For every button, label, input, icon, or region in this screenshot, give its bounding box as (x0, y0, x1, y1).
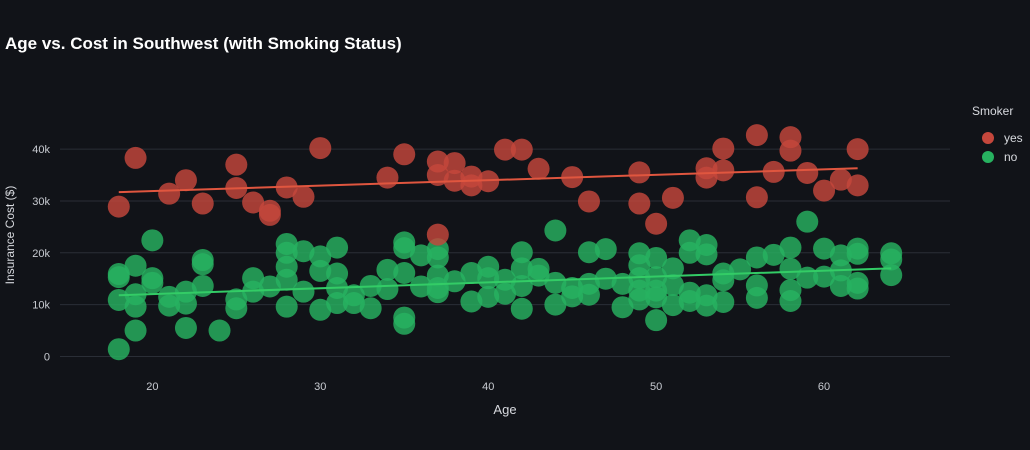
data-point-no (779, 237, 801, 259)
data-point-no (847, 243, 869, 265)
legend-item-no[interactable]: no (972, 147, 1023, 166)
data-point-yes (628, 161, 650, 183)
legend-marker-no (982, 151, 994, 163)
data-point-yes (847, 138, 869, 160)
x-tick-label: 20 (146, 381, 158, 393)
data-point-no (847, 278, 869, 300)
data-point-yes (393, 143, 415, 165)
legend: Smoker yes no (972, 104, 1023, 166)
data-point-yes (578, 190, 600, 212)
data-point-yes (662, 187, 684, 209)
data-point-yes (645, 213, 667, 235)
data-point-yes (292, 186, 314, 208)
data-point-yes (427, 224, 449, 246)
data-point-yes (125, 147, 147, 169)
data-point-yes (847, 174, 869, 196)
data-point-yes (528, 158, 550, 180)
data-point-no (225, 297, 247, 319)
data-point-no (175, 317, 197, 339)
data-point-no (276, 296, 298, 318)
data-point-yes (225, 154, 247, 176)
y-axis-title: Insurance Cost ($) (3, 186, 17, 285)
data-point-no (141, 229, 163, 251)
data-point-no (326, 237, 348, 259)
y-tick-label: 20k (32, 248, 50, 260)
data-point-yes (746, 186, 768, 208)
data-point-no (578, 284, 600, 306)
data-point-no (376, 278, 398, 300)
data-point-yes (511, 139, 533, 161)
data-point-yes (192, 193, 214, 215)
legend-label-yes: yes (1004, 131, 1023, 145)
x-tick-label: 60 (818, 381, 830, 393)
data-point-yes (259, 204, 281, 226)
legend-label-no: no (1004, 150, 1017, 164)
data-point-no (746, 287, 768, 309)
data-point-no (209, 320, 231, 342)
data-point-yes (628, 193, 650, 215)
data-point-no (511, 298, 533, 320)
x-tick-label: 30 (314, 381, 326, 393)
data-point-no (595, 238, 617, 260)
data-point-no (125, 320, 147, 342)
x-tick-label: 40 (482, 381, 494, 393)
data-point-no (192, 253, 214, 275)
y-tick-label: 30k (32, 196, 50, 208)
data-point-no (292, 281, 314, 303)
y-tick-label: 10k (32, 300, 50, 312)
data-point-no (108, 338, 130, 360)
x-tick-label: 50 (650, 381, 662, 393)
x-axis-title: Age (493, 402, 516, 417)
data-point-no (544, 219, 566, 241)
data-point-yes (309, 137, 331, 159)
data-point-no (796, 211, 818, 233)
data-point-no (712, 291, 734, 313)
data-point-yes (796, 162, 818, 184)
legend-marker-yes (982, 132, 994, 144)
data-point-no (141, 272, 163, 294)
data-point-no (645, 309, 667, 331)
data-point-yes (712, 138, 734, 160)
legend-item-yes[interactable]: yes (972, 128, 1023, 147)
data-point-no (880, 264, 902, 286)
data-point-yes (108, 196, 130, 218)
y-tick-label: 0 (44, 351, 50, 363)
data-point-yes (779, 140, 801, 162)
legend-title: Smoker (972, 104, 1023, 118)
data-point-no (696, 243, 718, 265)
data-point-no (393, 313, 415, 335)
data-point-no (175, 293, 197, 315)
y-tick-label: 40k (32, 144, 50, 156)
data-point-no (360, 297, 382, 319)
data-point-yes (712, 159, 734, 181)
data-point-yes (175, 169, 197, 191)
data-point-yes (746, 124, 768, 146)
data-point-yes (376, 167, 398, 189)
data-point-no (192, 275, 214, 297)
data-point-no (779, 290, 801, 312)
